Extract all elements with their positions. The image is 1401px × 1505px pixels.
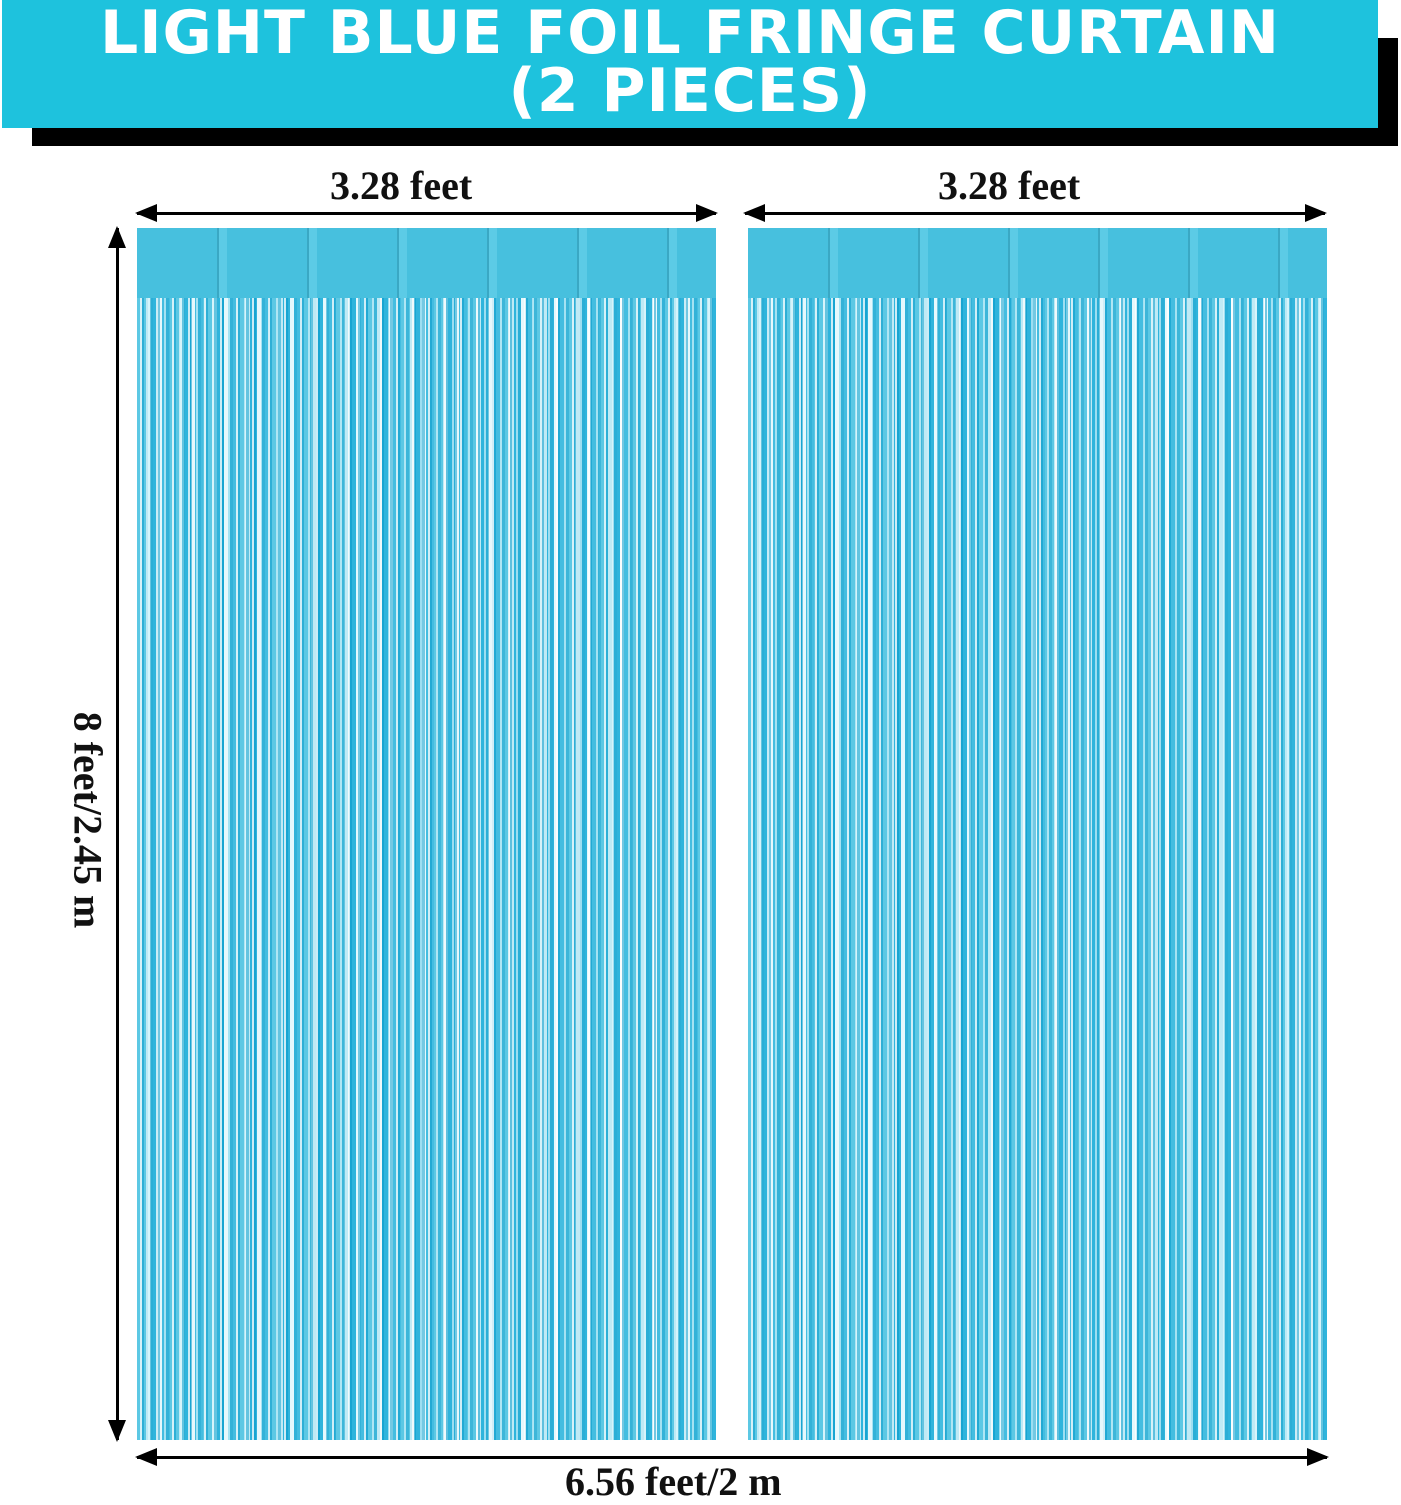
left-width-label: 3.28 feet <box>330 163 473 208</box>
curtain-header-strip <box>137 228 716 298</box>
total-width-arrow <box>135 1448 1329 1466</box>
right-width-label: 3.28 feet <box>938 163 1081 208</box>
right-width-arrow <box>743 204 1327 222</box>
title-banner: LIGHT BLUE FOIL FRINGE CURTAIN (2 PIECES… <box>2 0 1378 128</box>
curtain-header-strip <box>748 228 1327 298</box>
height-arrow <box>108 226 126 1442</box>
left-width-arrow <box>135 204 718 222</box>
title-line-1: LIGHT BLUE FOIL FRINGE CURTAIN <box>99 0 1281 68</box>
total-width-label: 6.56 feet/2 m <box>565 1459 782 1504</box>
curtain-right <box>748 228 1327 1440</box>
title-line-2: (2 PIECES) <box>508 56 872 126</box>
curtain-left <box>137 228 716 1440</box>
height-label: 8 feet/2.45 m <box>65 711 111 929</box>
